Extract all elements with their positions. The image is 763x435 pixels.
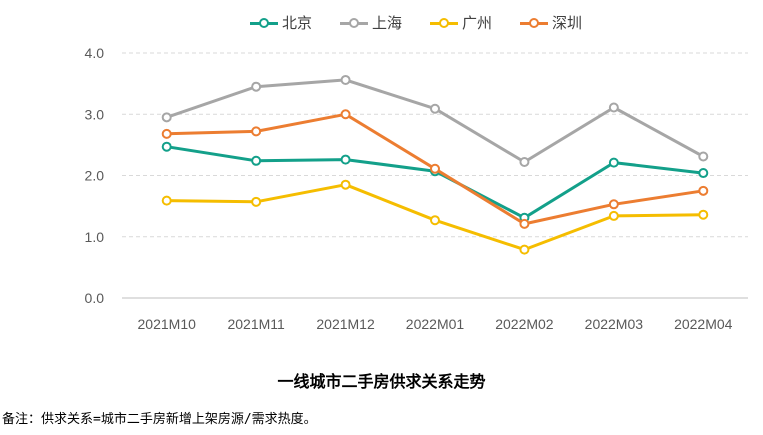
data-point — [251, 81, 262, 92]
series-line — [166, 78, 705, 164]
data-point — [698, 151, 709, 162]
data-point — [519, 244, 530, 255]
data-point — [161, 195, 172, 206]
x-tick-label: 2021M10 — [138, 316, 197, 332]
data-point — [698, 209, 709, 220]
y-tick-label: 2.0 — [85, 168, 105, 184]
x-tick-label: 2022M01 — [406, 316, 465, 332]
chart-title: 一线城市二手房供求关系走势 — [277, 372, 486, 391]
data-point — [519, 218, 530, 229]
data-point — [608, 157, 619, 168]
y-tick-label: 4.0 — [85, 45, 105, 61]
legend-label-guangzhou: 广州 — [462, 14, 493, 32]
y-tick-label: 1.0 — [85, 229, 105, 245]
legend-swatch-shenzhen — [520, 17, 549, 29]
x-tick-label: 2022M03 — [585, 316, 644, 332]
y-tick-label: 0.0 — [85, 290, 105, 306]
x-tick-label: 2021M11 — [227, 316, 285, 332]
data-point — [340, 154, 351, 165]
legend-marker-shenzhen — [529, 17, 540, 28]
legend-label-shenzhen: 深圳 — [552, 14, 583, 32]
data-point — [161, 112, 172, 123]
data-point — [251, 155, 262, 166]
legend-marker-shanghai — [349, 17, 360, 28]
data-point — [161, 141, 172, 152]
x-tick-label: 2021M12 — [316, 316, 375, 332]
data-point — [608, 210, 619, 221]
legend-swatch-shanghai — [340, 17, 369, 29]
data-point — [698, 168, 709, 179]
data-point — [340, 74, 351, 85]
chart-legend: 北京 上海 广州 深圳 — [250, 12, 582, 33]
y-tick-label: 3.0 — [85, 106, 105, 122]
data-point — [430, 163, 440, 174]
data-point — [161, 128, 172, 139]
data-point — [698, 185, 709, 196]
series-line — [166, 145, 704, 220]
data-point — [430, 103, 440, 114]
legend-marker-guangzhou — [439, 17, 450, 28]
data-point — [251, 126, 262, 137]
data-point — [251, 196, 262, 207]
legend-label-shanghai: 上海 — [372, 14, 403, 32]
legend-swatch-guangzhou — [430, 17, 459, 29]
legend-item-shanghai[interactable]: 上海 — [340, 12, 402, 33]
x-tick-label: 2022M02 — [495, 316, 554, 332]
data-point — [608, 102, 619, 113]
legend-item-shenzhen[interactable]: 深圳 — [520, 12, 582, 33]
legend-item-beijing[interactable]: 北京 — [250, 12, 312, 33]
data-point — [430, 215, 440, 226]
data-point — [340, 109, 351, 120]
footnote: 备注：供求关系=城市二手房新增上架房源/需求热度。 — [2, 412, 317, 427]
legend-marker-beijing — [259, 17, 269, 28]
legend-swatch-beijing — [250, 17, 278, 29]
legend-item-guangzhou[interactable]: 广州 — [430, 12, 492, 33]
x-tick-label: 2022M04 — [674, 316, 733, 332]
data-point — [340, 179, 351, 190]
legend-label-beijing: 北京 — [282, 14, 313, 32]
data-point — [608, 199, 619, 210]
data-point — [519, 157, 530, 168]
